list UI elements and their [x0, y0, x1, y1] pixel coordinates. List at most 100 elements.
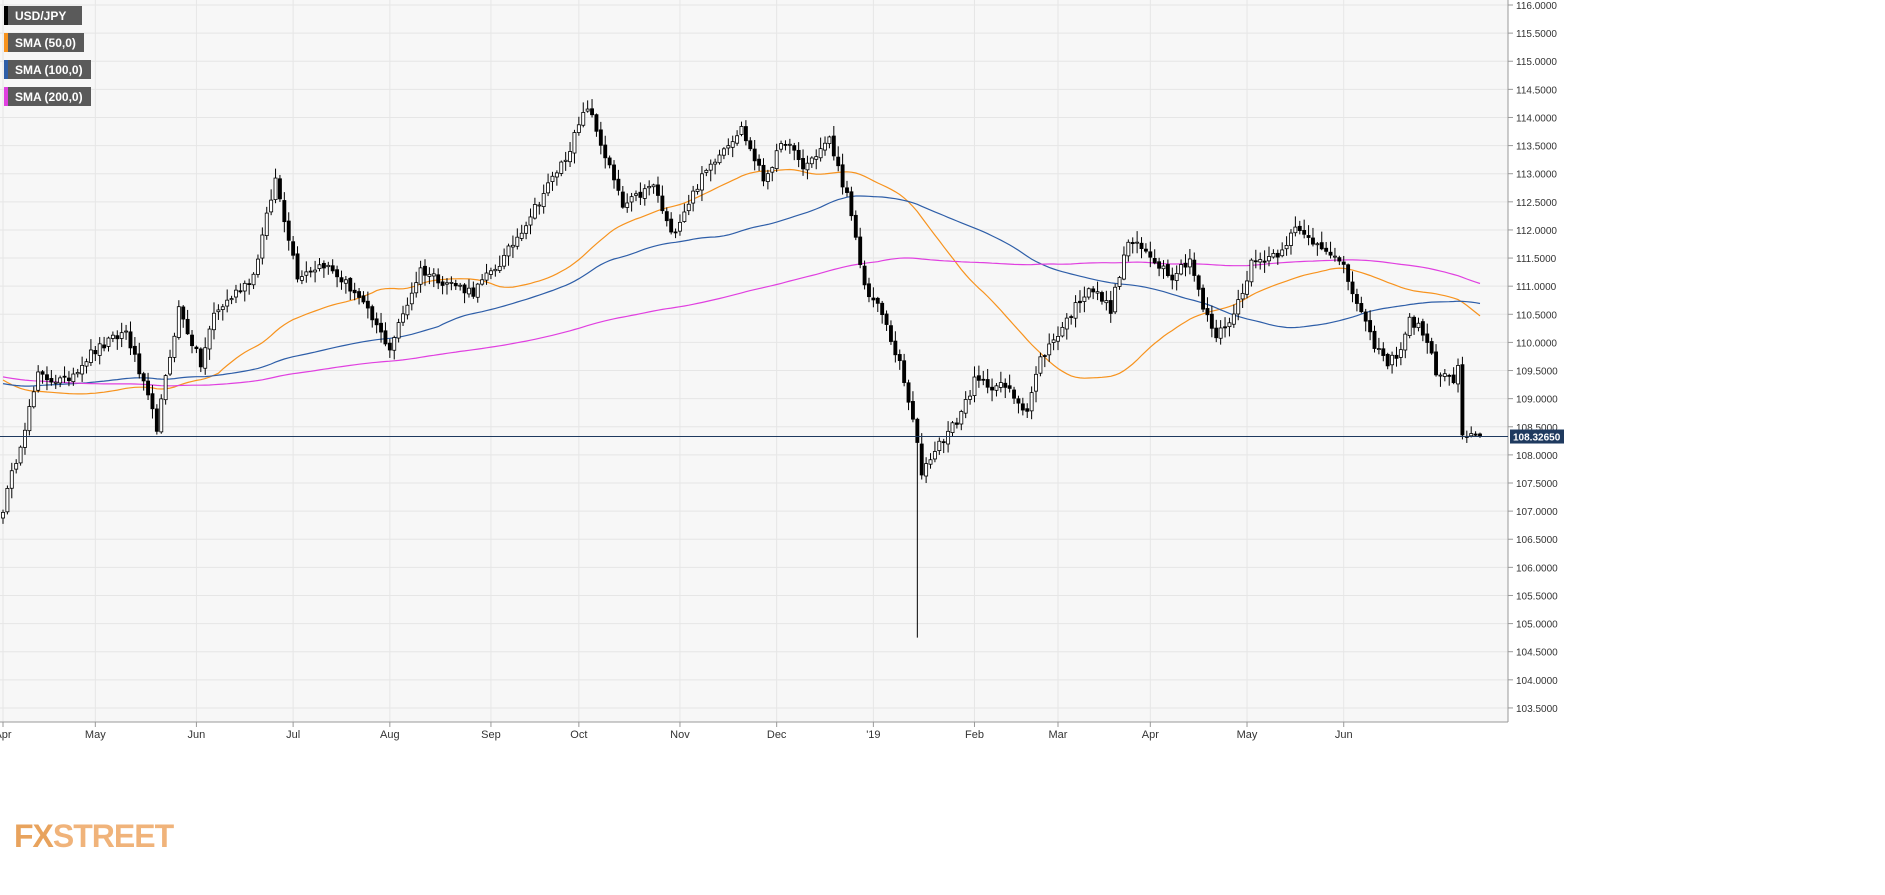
candle-body — [1165, 264, 1170, 276]
candle-body — [664, 211, 669, 222]
candle-body — [568, 151, 573, 163]
candle-body — [1381, 348, 1386, 356]
y-tick-label: 111.5000 — [1516, 254, 1557, 265]
candle-body — [704, 169, 709, 173]
candle-body — [14, 463, 19, 470]
candle — [1113, 283, 1118, 315]
candle — [1025, 403, 1030, 418]
candle-body — [423, 265, 427, 276]
candle — [981, 370, 986, 386]
candle-body — [506, 245, 511, 257]
candle — [1108, 290, 1113, 323]
legend-usdjpy[interactable]: USD/JPY — [4, 6, 82, 25]
candle-body — [1038, 356, 1043, 374]
candle-body — [1289, 232, 1293, 246]
candle-body — [229, 298, 234, 301]
candle — [1306, 225, 1311, 246]
candle — [998, 371, 1003, 393]
candle — [612, 160, 616, 189]
candle-body — [273, 177, 278, 201]
legend-sma100[interactable]: SMA (100,0) — [4, 60, 91, 79]
candle-body — [779, 143, 784, 150]
y-tick-label: 106.5000 — [1516, 535, 1558, 546]
candle-body — [1398, 349, 1403, 358]
x-tick-label: Apr — [0, 729, 12, 741]
candle — [695, 184, 700, 195]
candle — [585, 100, 590, 113]
candle — [1095, 281, 1100, 301]
candle — [932, 441, 937, 463]
candle-body — [1218, 327, 1223, 339]
candle — [875, 296, 880, 313]
candle-body — [484, 272, 489, 281]
candle — [1381, 342, 1386, 362]
candle-body — [998, 382, 1003, 388]
candle-body — [361, 295, 366, 303]
candle — [862, 260, 867, 290]
y-tick-label: 107.0000 — [1516, 507, 1558, 518]
candle — [546, 173, 551, 197]
candle-body — [968, 395, 973, 400]
candle — [691, 185, 696, 212]
candle — [1064, 313, 1069, 340]
candle — [1258, 252, 1263, 270]
candle — [1311, 227, 1315, 247]
candle — [80, 356, 85, 382]
candle — [976, 365, 981, 388]
candle — [634, 190, 638, 202]
candle-body — [212, 312, 216, 331]
candle-body — [242, 282, 247, 292]
candle — [884, 310, 889, 331]
candle — [814, 149, 819, 170]
candle — [1082, 286, 1087, 313]
candle — [699, 166, 704, 202]
candle-body — [796, 149, 801, 160]
legend-sma50[interactable]: SMA (50,0) — [4, 33, 84, 52]
candle — [146, 372, 151, 401]
candle — [647, 180, 652, 196]
candle — [1183, 254, 1188, 277]
candle-body — [1104, 300, 1109, 304]
candle-body — [1354, 294, 1359, 304]
candle-body — [1262, 260, 1267, 263]
y-tick-label: 104.5000 — [1516, 648, 1558, 659]
candle-body — [36, 371, 41, 391]
candle-body — [159, 398, 164, 433]
candle-body — [339, 277, 344, 283]
candle-body — [1100, 292, 1104, 302]
candle-body — [1051, 339, 1056, 343]
candle — [1376, 337, 1381, 355]
logo-street: STREET — [52, 818, 174, 854]
candle — [27, 399, 32, 436]
candle — [1126, 239, 1131, 262]
candle-body — [1311, 237, 1315, 245]
candle — [291, 236, 296, 260]
candle — [308, 266, 313, 278]
candle-body — [168, 356, 172, 375]
candle — [1086, 287, 1091, 300]
candle-body — [383, 330, 388, 345]
candle-body — [1148, 251, 1153, 258]
candle-body — [678, 221, 682, 232]
legend-swatch-sma200 — [4, 87, 8, 106]
candle-body — [304, 271, 309, 276]
candle-body — [1157, 261, 1162, 269]
candle-body — [541, 193, 546, 208]
candle-body — [1412, 316, 1417, 328]
candle-body — [1236, 299, 1241, 315]
legend-sma200[interactable]: SMA (200,0) — [4, 87, 91, 106]
candle — [805, 155, 810, 180]
candle-body — [638, 191, 643, 198]
candle-body — [946, 430, 951, 445]
candle-body — [550, 175, 555, 182]
candle — [1060, 322, 1065, 338]
candle-body — [880, 302, 885, 316]
candle-body — [436, 274, 441, 284]
candle — [994, 383, 999, 397]
candle-body — [1249, 259, 1254, 283]
candle — [1293, 216, 1298, 237]
candle-body — [247, 283, 252, 286]
current-price-badge — [1510, 429, 1564, 444]
candle — [893, 331, 898, 363]
